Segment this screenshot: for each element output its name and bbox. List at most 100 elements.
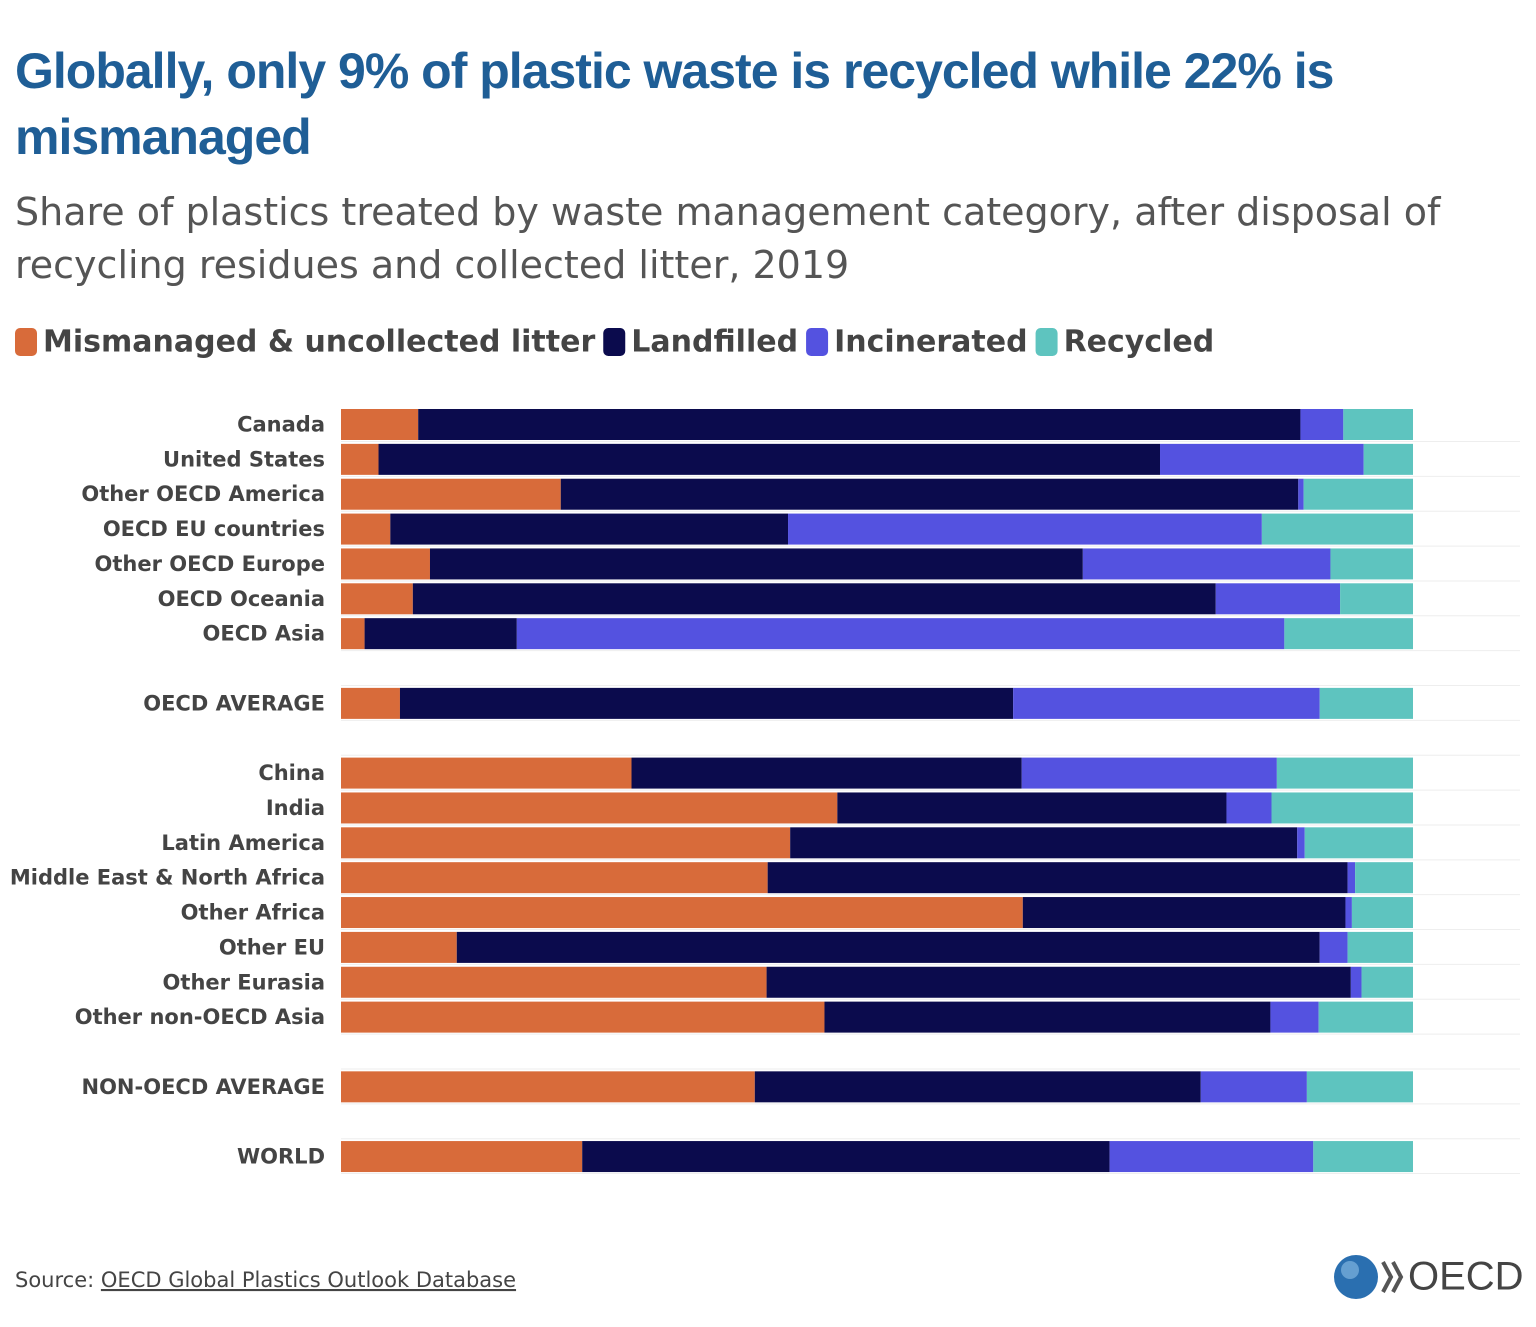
bar-segment bbox=[399, 687, 1014, 719]
source-link[interactable]: OECD Global Plastics Outlook Database bbox=[101, 1268, 516, 1292]
bar-segment bbox=[1284, 618, 1413, 650]
logo-globe-highlight bbox=[1341, 1261, 1359, 1279]
logo: OECD bbox=[1334, 1255, 1524, 1299]
bar-segment bbox=[341, 897, 1023, 929]
bar-segment bbox=[1345, 897, 1352, 929]
y-tick-label: NON-OECD AVERAGE bbox=[82, 1075, 326, 1099]
source-prefix: Source: bbox=[15, 1268, 94, 1292]
bar-segment bbox=[1306, 1071, 1413, 1103]
bar-segment bbox=[341, 931, 457, 963]
bar-segment bbox=[1276, 757, 1413, 789]
bar-segment bbox=[1270, 1001, 1319, 1033]
legend-label: Incinerated bbox=[834, 325, 1028, 360]
bar-segment bbox=[1340, 583, 1413, 615]
bar-segment bbox=[341, 443, 379, 475]
y-tick-label: Latin America bbox=[161, 831, 325, 855]
bar-segment bbox=[1363, 443, 1413, 475]
bar-segment bbox=[1013, 687, 1320, 719]
bar-segment bbox=[788, 513, 1262, 545]
source: Source: OECD Global Plastics Outlook Dat… bbox=[15, 1268, 516, 1292]
legend-swatch bbox=[15, 328, 37, 356]
bar-segment bbox=[341, 862, 768, 894]
bar-segment bbox=[767, 862, 1348, 894]
bar-segment bbox=[341, 1141, 583, 1173]
bar-segment bbox=[1021, 757, 1277, 789]
bar-segment bbox=[1319, 687, 1413, 719]
bar-segment bbox=[1200, 1071, 1307, 1103]
bar-segment bbox=[1261, 513, 1413, 545]
bar-segment bbox=[412, 583, 1216, 615]
y-tick-label: OECD EU countries bbox=[103, 517, 325, 541]
bar-segment bbox=[390, 513, 789, 545]
bar-segment bbox=[1303, 478, 1413, 510]
bar-segment bbox=[766, 966, 1351, 998]
chart-title: Globally, only 9% of plastic waste is re… bbox=[15, 43, 1334, 165]
bar-segment bbox=[516, 618, 1285, 650]
legend-label: Landfilled bbox=[631, 325, 798, 360]
bar-segment bbox=[1215, 583, 1341, 615]
bar-segment bbox=[341, 548, 430, 580]
bar-segment bbox=[1347, 862, 1356, 894]
bar-segment bbox=[1361, 966, 1413, 998]
bar-segment bbox=[1318, 1001, 1413, 1033]
bar-segment bbox=[341, 757, 632, 789]
bar-segment bbox=[456, 931, 1320, 963]
bar-segment bbox=[1022, 897, 1346, 929]
logo-chevrons bbox=[1381, 1261, 1404, 1293]
bar-segment bbox=[754, 1071, 1201, 1103]
bar-segment bbox=[1330, 548, 1413, 580]
bar-segment bbox=[341, 687, 400, 719]
bar-segment bbox=[341, 513, 391, 545]
legend-swatch bbox=[1035, 328, 1058, 356]
bar-segment bbox=[582, 1141, 1110, 1173]
y-tick-label: Middle East & North Africa bbox=[10, 866, 325, 890]
y-tick-label: Other Eurasia bbox=[163, 970, 325, 994]
y-tick-label: United States bbox=[163, 447, 325, 471]
bar-segment bbox=[341, 618, 365, 650]
bar-segment bbox=[341, 966, 767, 998]
bar-segment bbox=[341, 792, 838, 824]
y-tick-label: OECD Asia bbox=[203, 622, 325, 646]
legend-label: Recycled bbox=[1064, 325, 1215, 360]
bar-segment bbox=[1319, 931, 1348, 963]
bar-segment bbox=[341, 1071, 755, 1103]
logo-globe bbox=[1334, 1255, 1378, 1299]
bar-segment bbox=[341, 827, 791, 859]
y-tick-label: China bbox=[258, 761, 325, 785]
bar-segment bbox=[1304, 827, 1413, 859]
bar-segment bbox=[1271, 792, 1413, 824]
bar-segment bbox=[378, 443, 1161, 475]
bar-segment bbox=[631, 757, 1022, 789]
y-tick-label: Canada bbox=[237, 413, 325, 437]
bar-segment bbox=[1109, 1141, 1314, 1173]
bar-segment bbox=[341, 583, 413, 615]
bar-segment bbox=[341, 1001, 825, 1033]
legend-label: Mismanaged & uncollected litter bbox=[43, 325, 595, 360]
bar-segment bbox=[1226, 792, 1272, 824]
bar-segment bbox=[824, 1001, 1271, 1033]
bar-segment bbox=[1082, 548, 1331, 580]
legend-swatch bbox=[806, 328, 829, 356]
bar-segment bbox=[364, 618, 517, 650]
bar-segment bbox=[1297, 827, 1305, 859]
chart-subtitle: Share of plastics treated by waste manag… bbox=[15, 190, 1441, 287]
bar-segment bbox=[560, 478, 1299, 510]
logo-text: OECD bbox=[1408, 1255, 1524, 1299]
bar-segment bbox=[837, 792, 1227, 824]
bar-segment bbox=[341, 478, 561, 510]
y-tick-label: OECD Oceania bbox=[158, 587, 325, 611]
bar-segment bbox=[1343, 409, 1413, 440]
bar-segment bbox=[341, 409, 419, 440]
bar-segment bbox=[429, 548, 1083, 580]
y-tick-label: India bbox=[266, 796, 325, 820]
bar-segment bbox=[1300, 409, 1344, 440]
bar-segment bbox=[1355, 862, 1413, 894]
bar-segment bbox=[418, 409, 1301, 440]
y-tick-label: Other non-OECD Asia bbox=[75, 1005, 325, 1029]
y-tick-label: Other Africa bbox=[181, 901, 325, 925]
y-tick-label: OECD AVERAGE bbox=[143, 691, 325, 715]
bar-segment bbox=[1160, 443, 1364, 475]
bar-segment bbox=[1313, 1141, 1413, 1173]
